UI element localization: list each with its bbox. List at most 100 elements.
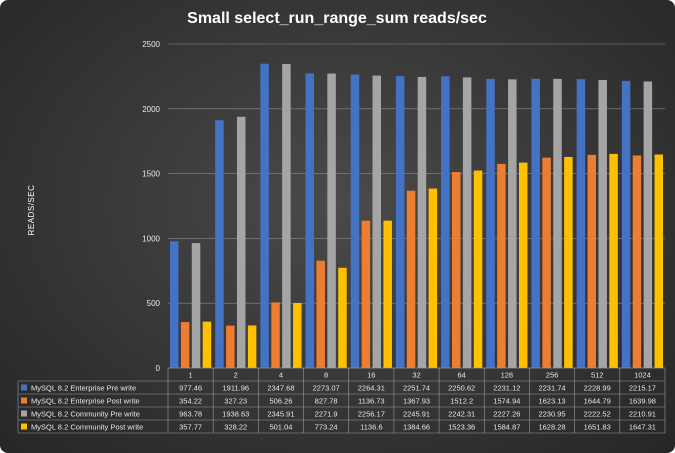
x-tick-label: 128 [501,371,514,380]
bar-1-4 [260,63,269,369]
data-label: 328.22 [224,423,247,432]
data-label: 2273.07 [313,384,340,393]
data-label: 827.78 [315,397,338,406]
bar-2-4 [271,302,280,368]
bar-1-16 [350,74,360,369]
data-label: 2250.62 [448,384,475,393]
bar-3-2 [236,116,246,368]
y-tick-labels: 0 500 1000 1500 2000 2500 [142,40,160,373]
data-label: 2230.95 [538,410,565,419]
data-label: 2347.68 [267,384,294,393]
bar-3-128 [508,79,517,368]
data-label: 501.04 [269,423,292,432]
bar-2-16 [361,220,371,368]
bar-1-64 [441,76,450,369]
bar-1-1 [169,241,179,368]
data-label: 1384.66 [403,423,430,432]
bar-3-512 [598,79,607,368]
data-label: 977.46 [179,384,202,393]
bar-2-64 [451,172,461,368]
data-label: 2251.74 [403,384,430,393]
bar-3-4 [282,63,291,368]
bar-4-8 [338,267,347,368]
data-label: 1911.96 [222,384,249,393]
bar-2-2 [226,325,235,368]
bar-1-128 [486,78,495,368]
bar-3-8 [327,73,336,368]
bar-4-2 [247,325,257,368]
data-label: 1647.31 [629,423,656,432]
bar-1-512 [576,79,586,368]
data-label: 2222.52 [584,410,611,419]
bar-3-16 [372,75,382,368]
x-tick-label: 4 [279,371,283,380]
data-label: 2228.99 [584,384,611,393]
x-tick-label: 1 [189,371,193,380]
bar-4-128 [518,162,528,368]
legend-swatch [21,397,27,404]
bar-3-1 [191,243,201,368]
bar-1-1024 [621,80,631,368]
bar-2-128 [497,163,506,368]
legend-entry: MySQL 8.2 Enterprise Post write [31,397,140,406]
bar-4-32 [428,188,438,368]
x-tick-label: 64 [458,371,466,380]
bar-1-32 [395,76,405,368]
bar-2-32 [406,190,416,368]
x-tick-label: 2 [234,371,238,380]
legend-entry: MySQL 8.2 Community Post write [31,423,143,432]
x-tick-label: 1024 [634,371,651,380]
legend-swatch [21,423,27,430]
data-label: 1136.6 [360,423,382,432]
data-label: 1367.93 [403,397,430,406]
data-label: 773.24 [315,423,338,432]
data-label: 1938.63 [222,410,249,419]
bar-4-64 [473,170,483,368]
bar-1-256 [531,78,540,369]
bar-4-4 [293,303,302,368]
bar-4-1 [202,321,212,368]
bar-2-1 [180,322,190,368]
x-tick-label: 32 [412,371,420,380]
bar-4-256 [564,156,573,368]
bars [169,63,664,369]
data-label: 357.77 [179,423,202,432]
data-label: 2256.17 [358,410,385,419]
data-label: 1523.36 [448,423,475,432]
data-label: 1639.98 [629,397,656,406]
data-label: 1512.2 [450,397,473,406]
bar-2-8 [316,260,325,368]
data-label: 2215.17 [629,384,656,393]
bar-3-1024 [643,81,653,368]
x-tick-label: 8 [324,371,328,380]
data-label: 1574.94 [493,397,520,406]
data-label: 327.23 [224,397,247,406]
data-label: 2345.91 [267,410,294,419]
data-label: 506.26 [269,397,292,406]
legend-entry: MySQL 8.2 Enterprise Pre write [31,384,136,393]
x-tick-label: 256 [546,371,559,380]
data-label: 1644.79 [584,397,611,406]
data-label: 2264.31 [358,384,385,393]
bar-2-1024 [632,155,642,368]
bar-3-256 [553,78,562,368]
bar-1-2 [215,120,224,368]
data-label: 1628.28 [538,423,565,432]
bar-4-16 [383,220,392,368]
y-tick-label: 1500 [142,170,160,179]
y-tick-label: 1000 [142,234,160,243]
legend-swatch [21,384,27,391]
bar-2-256 [542,157,551,368]
bar-4-512 [609,153,618,368]
bar-3-32 [417,76,427,369]
bar-3-64 [462,77,472,369]
bar-2-512 [587,154,597,368]
data-label: 1623.13 [538,397,565,406]
data-label: 2231.12 [493,384,520,393]
data-label: 2245.91 [403,410,430,419]
data-table: 1 2 4 8 16 32 64 128 256 512 1024 MySQL 8.2 Enterpr… [17,367,666,434]
data-label: 2231.74 [538,384,565,393]
chart-title: Small select_run_range_sum reads/sec [187,10,487,27]
